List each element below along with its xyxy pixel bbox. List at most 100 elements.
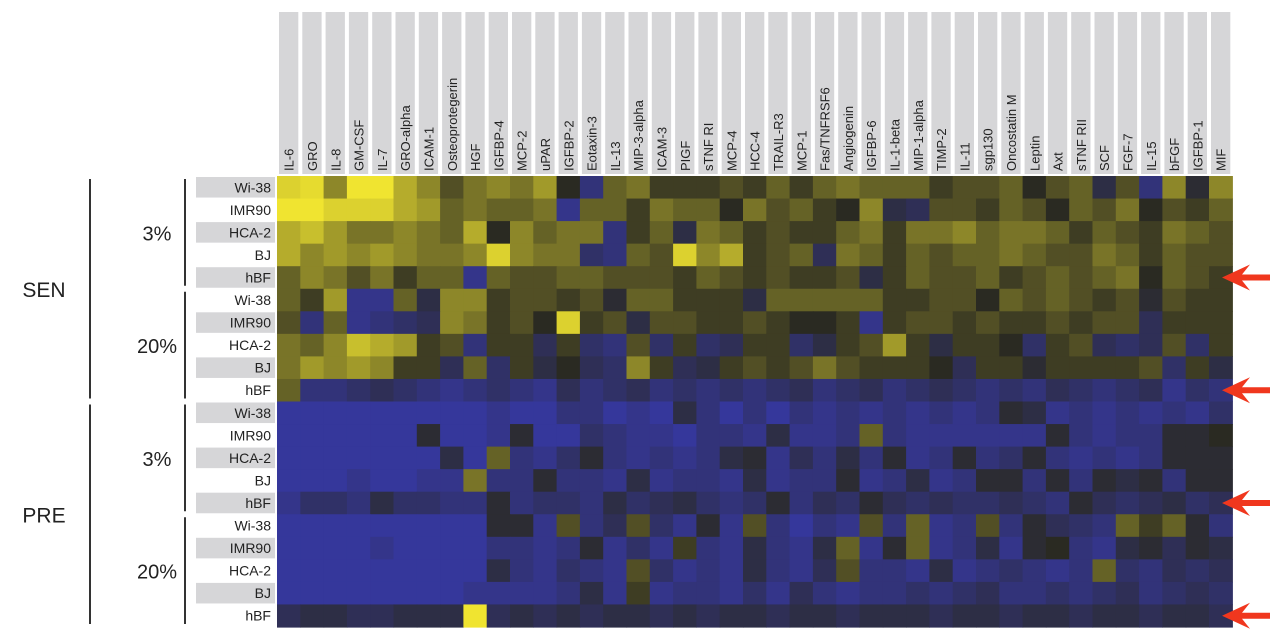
- heatmap-cell: [719, 266, 744, 290]
- heatmap-cell: [486, 536, 511, 560]
- heatmap-cell: [719, 581, 744, 606]
- heatmap-cell: [999, 401, 1024, 425]
- heatmap-cell: [1185, 491, 1210, 515]
- heatmap-cell: [556, 356, 581, 380]
- heatmap-cell: [533, 356, 558, 380]
- heatmap-cell: [300, 266, 325, 290]
- column-header-bg: [1211, 12, 1231, 174]
- heatmap-cell: [719, 243, 744, 267]
- heatmap-cell: [556, 288, 581, 312]
- heatmap-cell: [1092, 266, 1117, 290]
- heatmap-cell: [603, 288, 628, 312]
- heatmap-cell: [1045, 536, 1070, 560]
- heatmap-cell: [743, 356, 767, 380]
- heatmap-cell: [1045, 559, 1070, 583]
- heatmap-cell: [370, 604, 395, 628]
- heatmap-cell: [812, 378, 837, 403]
- heatmap-cell: [1209, 176, 1233, 200]
- heatmap-cell: [719, 356, 744, 380]
- heatmap-cell: [323, 378, 348, 403]
- heatmap-cell: [603, 604, 628, 628]
- heatmap-cell: [1209, 333, 1233, 357]
- heatmap-cell: [812, 604, 837, 628]
- heatmap-cell: [393, 424, 418, 448]
- heatmap-cell: [533, 266, 558, 290]
- row-label: hBF: [245, 495, 271, 511]
- heatmap-cell: [556, 176, 581, 200]
- heatmap-cell: [370, 333, 395, 357]
- heatmap-cell: [463, 581, 488, 606]
- heatmap-cell: [393, 446, 418, 470]
- heatmap-cell: [1115, 176, 1140, 200]
- heatmap-cell: [766, 266, 791, 290]
- heatmap-cell: [300, 176, 325, 200]
- column-header-bg: [1001, 12, 1021, 174]
- heatmap-cell: [440, 536, 464, 560]
- heatmap-cell: [1045, 243, 1070, 267]
- column-label: bFGF: [1167, 138, 1182, 171]
- column-label: Fas/TNFRSF6: [818, 87, 833, 171]
- heatmap-cell: [1115, 221, 1140, 245]
- heatmap-cell: [626, 198, 651, 222]
- heatmap-cell: [1115, 604, 1140, 628]
- heatmap-cell: [976, 311, 1000, 335]
- heatmap-cell: [673, 446, 697, 470]
- heatmap-cell: [766, 198, 791, 222]
- row-label: Wi-38: [234, 405, 271, 421]
- heatmap-cell: [789, 559, 814, 583]
- heatmap-cell: [1139, 559, 1163, 583]
- heatmap-cell: [1022, 401, 1047, 425]
- heatmap-cell: [719, 378, 744, 403]
- heatmap-cell: [906, 536, 930, 560]
- heatmap-cell: [882, 514, 907, 538]
- heatmap-cell: [486, 221, 511, 245]
- heatmap-cell: [1092, 333, 1117, 357]
- heatmap-cell: [440, 581, 464, 606]
- heatmap-cell: [999, 176, 1024, 200]
- heatmap-cell: [603, 311, 628, 335]
- heatmap-cell: [719, 198, 744, 222]
- column-header-bg: [512, 12, 532, 174]
- column-label: Axt: [1051, 152, 1066, 171]
- heatmap-cell: [719, 424, 744, 448]
- heatmap-cell: [1022, 176, 1047, 200]
- heatmap-cell: [370, 288, 395, 312]
- heatmap-cell: [952, 198, 977, 222]
- column-label: MCP-4: [724, 131, 739, 171]
- heatmap-cell: [510, 401, 534, 425]
- heatmap-cell: [579, 356, 604, 380]
- heatmap-cell: [556, 333, 581, 357]
- heatmap-cell: [836, 176, 861, 200]
- heatmap-cell: [346, 221, 371, 245]
- column-header-bg: [581, 12, 602, 174]
- heatmap-cell: [719, 491, 744, 515]
- heatmap-cell: [696, 514, 721, 538]
- column-header-bg: [861, 12, 881, 174]
- heatmap-cell: [1022, 424, 1047, 448]
- heatmap-cell: [626, 221, 651, 245]
- heatmap-cell: [1022, 378, 1047, 403]
- heatmap-cell: [1022, 514, 1047, 538]
- heatmap-cell: [510, 469, 534, 493]
- heatmap-cell: [1139, 311, 1163, 335]
- heatmap-cell: [696, 356, 721, 380]
- heatmap-cell: [556, 514, 581, 538]
- heatmap-cell: [999, 266, 1024, 290]
- heatmap-cell: [906, 446, 930, 470]
- heatmap-cell: [999, 559, 1024, 583]
- heatmap-cell: [1162, 559, 1187, 583]
- heatmap-cell: [929, 198, 954, 222]
- heatmap-cell: [579, 491, 604, 515]
- heatmap-cell: [1045, 604, 1070, 628]
- heatmap-cell: [1139, 243, 1163, 267]
- row-label: BJ: [255, 360, 271, 376]
- heatmap-cell: [836, 311, 861, 335]
- row-label-bg: [196, 492, 275, 514]
- column-header-bg: [488, 12, 508, 174]
- heatmap-cell: [1185, 356, 1210, 380]
- heatmap-cell: [673, 469, 697, 493]
- heatmap-cell: [743, 198, 767, 222]
- heatmap-cell: [999, 333, 1024, 357]
- heatmap-cell: [277, 266, 301, 290]
- heatmap-cell: [929, 176, 954, 200]
